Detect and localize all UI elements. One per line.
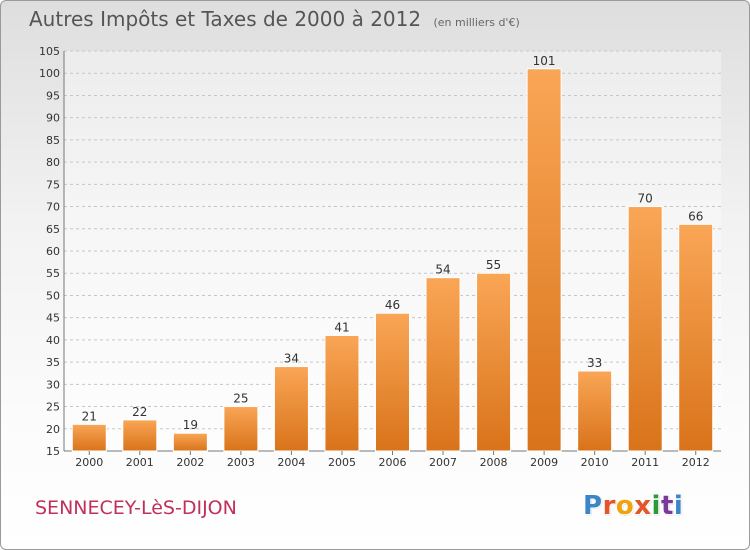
bar-2012 bbox=[678, 223, 714, 452]
y-tick-label: 55 bbox=[46, 267, 60, 280]
data-label-2004: 34 bbox=[284, 352, 299, 366]
x-tick-label-2001: 2001 bbox=[126, 456, 154, 469]
logo-letter: o bbox=[615, 491, 635, 521]
bar-2005 bbox=[324, 334, 360, 452]
logo-letter: t bbox=[660, 491, 674, 521]
y-tick-label: 35 bbox=[46, 356, 60, 369]
x-tick-label-2009: 2009 bbox=[530, 456, 558, 469]
data-label-2002: 19 bbox=[183, 418, 198, 432]
chart-title-text: Autres Impôts et Taxes de 2000 à 2012 bbox=[29, 7, 422, 31]
y-tick-label: 95 bbox=[46, 89, 60, 102]
x-tick-label-2005: 2005 bbox=[328, 456, 356, 469]
logo-letter: P bbox=[583, 491, 603, 521]
x-tick-label-2008: 2008 bbox=[480, 456, 508, 469]
data-label-2003: 25 bbox=[233, 392, 248, 406]
x-tick-label-2004: 2004 bbox=[277, 456, 305, 469]
x-tick-label-2012: 2012 bbox=[682, 456, 710, 469]
bar-2004 bbox=[273, 366, 309, 452]
y-tick-label: 45 bbox=[46, 312, 60, 325]
proxiti-logo: Proxiti bbox=[583, 491, 683, 521]
bar-2007 bbox=[425, 277, 461, 452]
y-tick-label: 85 bbox=[46, 134, 60, 147]
y-tick-label: 105 bbox=[39, 45, 60, 58]
y-tick-label: 40 bbox=[46, 334, 60, 347]
chart-unit: (en milliers d'€) bbox=[433, 16, 520, 29]
y-tick-label: 80 bbox=[46, 156, 60, 169]
data-label-2008: 55 bbox=[486, 258, 501, 272]
y-tick-label: 60 bbox=[46, 245, 60, 258]
bar-2003 bbox=[223, 406, 259, 452]
bar-2009 bbox=[526, 68, 562, 452]
data-label-2001: 22 bbox=[132, 405, 147, 419]
logo-letter: r bbox=[602, 491, 616, 521]
x-tick-label-2011: 2011 bbox=[631, 456, 659, 469]
x-tick-label-2007: 2007 bbox=[429, 456, 457, 469]
bar-2006 bbox=[375, 312, 410, 452]
logo-letter: i bbox=[673, 491, 684, 521]
data-label-2005: 41 bbox=[334, 320, 349, 334]
x-tick-label-2002: 2002 bbox=[176, 456, 204, 469]
bar-2002 bbox=[172, 432, 208, 452]
data-label-2007: 54 bbox=[435, 263, 450, 277]
bar-2011 bbox=[627, 206, 663, 452]
data-label-2000: 21 bbox=[82, 409, 97, 423]
y-tick-label: 15 bbox=[46, 445, 60, 458]
bar-2000 bbox=[71, 423, 107, 452]
y-tick-label: 20 bbox=[46, 423, 60, 436]
y-tick-label: 90 bbox=[46, 112, 60, 125]
y-tick-label: 50 bbox=[46, 289, 60, 302]
y-tick-label: 65 bbox=[46, 223, 60, 236]
x-tick-label-2006: 2006 bbox=[379, 456, 407, 469]
bar-2001 bbox=[122, 419, 158, 452]
y-tick-label: 75 bbox=[46, 178, 60, 191]
data-label-2012: 66 bbox=[688, 209, 703, 223]
x-tick-label-2000: 2000 bbox=[75, 456, 103, 469]
data-label-2010: 33 bbox=[587, 356, 602, 370]
commune-name: SENNECEY-LèS-DIJON bbox=[35, 497, 237, 519]
data-label-2011: 70 bbox=[638, 192, 653, 206]
logo-letter: x bbox=[634, 491, 652, 521]
x-tick-label-2010: 2010 bbox=[581, 456, 609, 469]
bar-2010 bbox=[577, 370, 613, 452]
bar-2008 bbox=[476, 272, 512, 452]
logo-letter: i bbox=[651, 491, 661, 521]
y-tick-label: 25 bbox=[46, 401, 60, 414]
chart-title: Autres Impôts et Taxes de 2000 à 2012 (e… bbox=[29, 7, 520, 31]
y-tick-label: 70 bbox=[46, 201, 60, 214]
data-label-2006: 46 bbox=[385, 298, 400, 312]
data-label-2009: 101 bbox=[533, 54, 556, 68]
y-tick-label: 100 bbox=[39, 67, 60, 80]
x-tick-label-2003: 2003 bbox=[227, 456, 255, 469]
y-tick-label: 30 bbox=[46, 378, 60, 391]
